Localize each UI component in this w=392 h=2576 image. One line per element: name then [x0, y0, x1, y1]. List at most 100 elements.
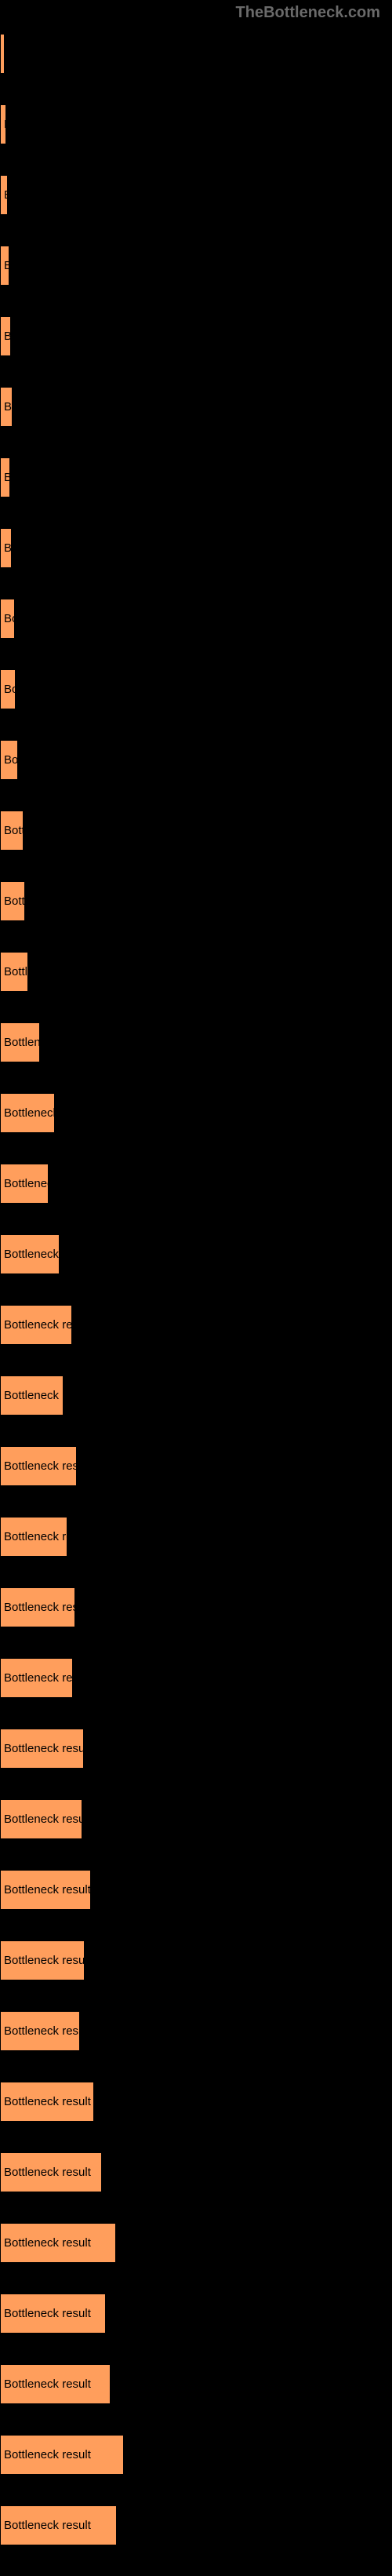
bar-label: Bottleneck result — [4, 1389, 64, 1402]
bar-row: Bottleneck result — [0, 2505, 392, 2545]
bar-label: Bottleneck result — [4, 965, 28, 978]
bar-row: Bottleneck result — [0, 316, 392, 356]
bar-label: Bottleneck result — [4, 2377, 91, 2391]
bar: Bottleneck result — [0, 2294, 106, 2334]
bar-row: Bottleneck result — [0, 1517, 392, 1557]
bar-label: Bottleneck result — [4, 2307, 91, 2320]
bar-label: Bottleneck result — [4, 1106, 55, 1120]
bar-label: Bottleneck result — [4, 1459, 77, 1473]
bar-label: Bottleneck result — [4, 2095, 91, 2108]
bar-label: Bottleneck result — [4, 259, 9, 272]
bar: Bottleneck result — [0, 528, 12, 568]
bar: Bottleneck result — [0, 2223, 116, 2263]
bar: Bottleneck result — [0, 316, 11, 356]
bar-label: Bottleneck result — [4, 1036, 40, 1049]
bar-label: Bottleneck result — [4, 188, 8, 202]
watermark-text: TheBottleneck.com — [0, 4, 392, 22]
bar-row: Bottleneck result — [0, 2294, 392, 2334]
bar-row: Bottleneck result — [0, 1729, 392, 1769]
bar-row: Bottleneck result — [0, 2011, 392, 2051]
bar: Bottleneck result — [0, 1375, 64, 1416]
bar-label: Bottleneck result — [4, 1318, 72, 1332]
bar-label: Bottleneck result — [4, 2519, 91, 2532]
bar-label: Bottleneck result — [4, 2448, 91, 2461]
bar: Bottleneck result — [0, 1093, 55, 1133]
bar: Bottleneck result — [0, 1799, 82, 1839]
bar: Bottleneck result — [0, 175, 8, 215]
bar: Bottleneck result — [0, 1234, 60, 1274]
bar: Bottleneck result — [0, 740, 18, 780]
bar: Bottleneck result — [0, 1870, 91, 1910]
bar-row: Bottleneck result — [0, 2364, 392, 2404]
bar: Bottleneck result — [0, 104, 6, 144]
bar-row: Bottleneck result — [0, 669, 392, 709]
bar-row: Bottleneck result — [0, 104, 392, 144]
bar-row: Bottleneck result — [0, 1375, 392, 1416]
bar-label: Bottleneck result — [4, 2024, 80, 2038]
bar-row: Bottleneck result — [0, 1164, 392, 1204]
bar-row: Bottleneck result — [0, 2435, 392, 2475]
bar-label: Bottleneck result — [4, 400, 13, 414]
bar-row: Bottleneck result — [0, 246, 392, 286]
bar-row: Bottleneck result — [0, 1022, 392, 1062]
bar-row: Bottleneck result — [0, 881, 392, 921]
bar-row: Bottleneck result — [0, 1940, 392, 1980]
bar: Bottleneck result — [0, 2152, 102, 2192]
bar-label: Bottleneck result — [4, 2236, 91, 2250]
bar-row: Bottleneck result — [0, 2152, 392, 2192]
bar-label: Bottleneck result — [4, 1742, 84, 1755]
bar: Bottleneck result — [0, 2082, 94, 2122]
bar: Bottleneck result — [0, 34, 5, 74]
bar-row: Bottleneck result — [0, 1587, 392, 1627]
bar-label: Bottleneck result — [4, 541, 12, 555]
bar: Bottleneck result — [0, 457, 10, 497]
bar: Bottleneck result — [0, 811, 24, 851]
bar-row: Bottleneck result — [0, 528, 392, 568]
bar-label: Bottleneck result — [4, 1248, 60, 1261]
bar: Bottleneck result — [0, 599, 15, 639]
bar-label: Bottleneck result — [4, 683, 16, 696]
bar: Bottleneck result — [0, 1729, 84, 1769]
bar: Bottleneck result — [0, 1517, 67, 1557]
bar-label: Bottleneck result — [4, 118, 6, 131]
bar: Bottleneck result — [0, 1587, 75, 1627]
bar-row: Bottleneck result — [0, 1093, 392, 1133]
bar: Bottleneck result — [0, 1446, 77, 1486]
bar-label: Bottleneck result — [4, 1601, 75, 1614]
bar-label: Bottleneck result — [4, 1813, 82, 1826]
bar: Bottleneck result — [0, 387, 13, 427]
bar-label: Bottleneck result — [4, 2166, 91, 2179]
bar-label: Bottleneck result — [4, 1954, 85, 1967]
bar-label: Bottleneck result — [4, 894, 25, 908]
bar: Bottleneck result — [0, 1305, 72, 1345]
bar-row: Bottleneck result — [0, 1799, 392, 1839]
bar-label: Bottleneck result — [4, 471, 10, 484]
bar-label: Bottleneck result — [4, 824, 24, 837]
bar-row: Bottleneck result — [0, 34, 392, 74]
bar: Bottleneck result — [0, 2364, 111, 2404]
bar: Bottleneck result — [0, 881, 25, 921]
bar-label: Bottleneck result — [4, 753, 18, 767]
bar-row: Bottleneck result — [0, 952, 392, 992]
bar-label: Bottleneck result — [4, 1671, 73, 1685]
bar: Bottleneck result — [0, 1940, 85, 1980]
bar-label: Bottleneck result — [4, 612, 15, 625]
bar-chart: Bottleneck result Bottleneck result Bottle… — [0, 34, 392, 2545]
bar-label: Bottleneck result — [4, 1883, 91, 1896]
bar-row: Bottleneck result — [0, 740, 392, 780]
bar-row: Bottleneck result — [0, 1234, 392, 1274]
bar: Bottleneck result — [0, 2505, 117, 2545]
bar-label: Bottleneck result — [4, 1530, 67, 1543]
bar-row: Bottleneck result — [0, 1446, 392, 1486]
bar: Bottleneck result — [0, 1164, 49, 1204]
bar: Bottleneck result — [0, 669, 16, 709]
bar-label: Bottleneck result — [4, 330, 11, 343]
bar: Bottleneck result — [0, 1658, 73, 1698]
bar-row: Bottleneck result — [0, 387, 392, 427]
bar-row: Bottleneck result — [0, 2082, 392, 2122]
bar-row: Bottleneck result — [0, 811, 392, 851]
bar-row: Bottleneck result — [0, 175, 392, 215]
bar-row: Bottleneck result — [0, 1658, 392, 1698]
bar-row: Bottleneck result — [0, 1870, 392, 1910]
bar-label: Bottleneck result — [4, 1177, 49, 1190]
